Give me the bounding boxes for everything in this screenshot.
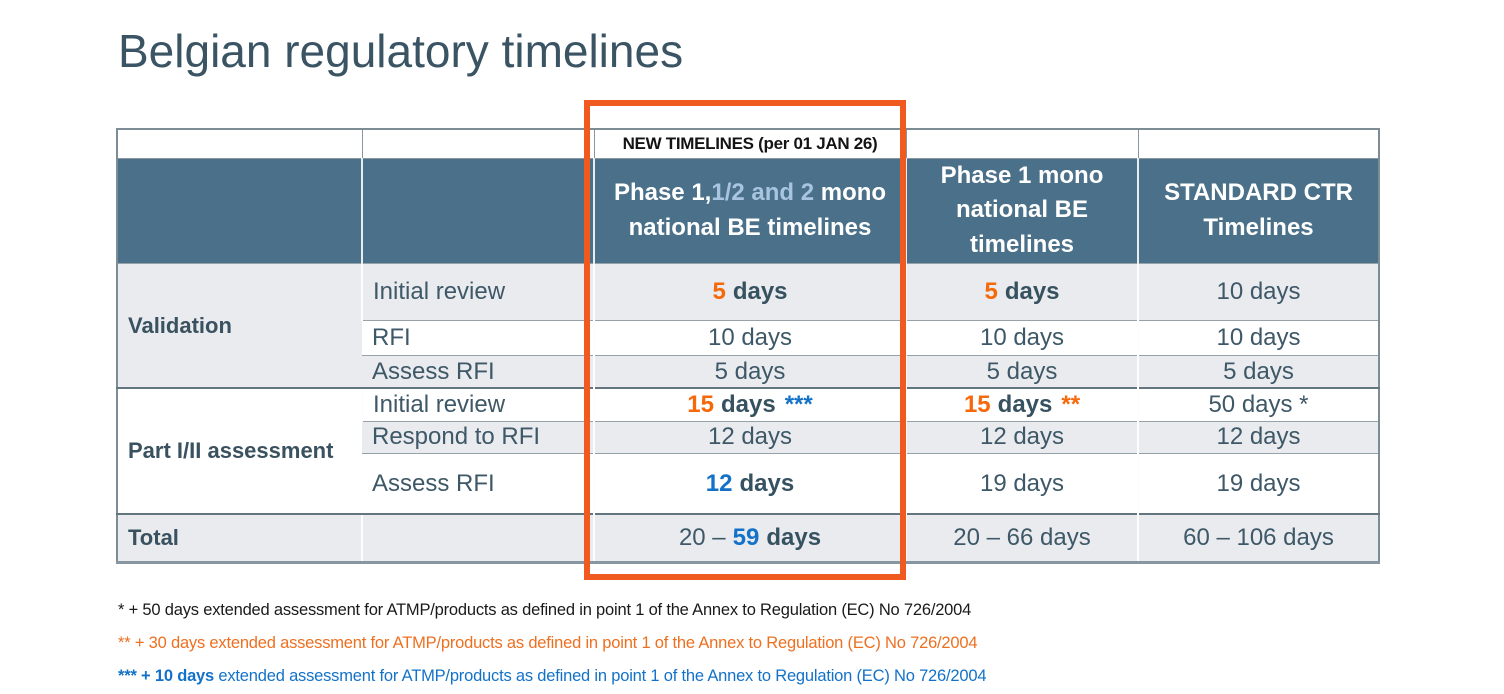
page-title: Belgian regulatory timelines — [118, 25, 684, 77]
value-cell-new1: 5 days — [905, 262, 1138, 321]
header-phase112: Phase 1,1/2 and 2 mono national BE timel… — [593, 157, 906, 264]
row-label: Respond to RFI — [362, 420, 594, 454]
value-cell-new1: 12 days — [905, 420, 1138, 454]
row-label: Assess RFI — [362, 354, 594, 389]
header-standard-ctr: STANDARD CTR Timelines — [1137, 157, 1379, 264]
table-row-total: Total 20 –59 days 20 – 66 days 60 – 106 d… — [117, 513, 1379, 563]
value-number: 15 — [687, 391, 714, 419]
value-number: 59 — [732, 524, 760, 552]
value-number: 5 — [984, 277, 998, 305]
value-cell-standard: 10 days — [1137, 319, 1379, 356]
value-number: 15 — [963, 391, 991, 419]
value-cell-new112: 15 days *** — [593, 387, 906, 422]
footnote-marker: ** — [1061, 391, 1081, 419]
header-empty-cell — [117, 157, 362, 264]
value-unit: days — [739, 469, 795, 497]
footnote-text: extended assessment for ATMP/products as… — [205, 634, 978, 652]
value-unit: days — [997, 391, 1053, 419]
row-label: RFI — [362, 319, 594, 356]
value-cell-new1: 15 days ** — [905, 387, 1138, 422]
value-cell-standard: 19 days — [1137, 452, 1379, 515]
header-empty-cell — [361, 157, 594, 264]
value-range-start: 20 – — [678, 524, 726, 552]
footnote-1: * + 50 days extended assessment for ATMP… — [118, 601, 986, 620]
value-unit: days — [720, 391, 776, 419]
header-phase112-rest: mono national BE timelines — [628, 178, 887, 241]
banner-empty-cell — [361, 128, 595, 159]
banner-empty-cell — [1137, 128, 1380, 159]
table-row-validation-rfi: RFI 10 days 10 days 10 days — [117, 319, 1379, 356]
total-label: Total — [117, 513, 362, 563]
value-unit: days — [1004, 277, 1060, 305]
footnote-3: *** + 10 days extended assessment for AT… — [118, 667, 987, 686]
value-number: 12 — [705, 469, 733, 497]
value-number: 5 — [712, 277, 726, 305]
value-cell-new1: 19 days — [905, 452, 1138, 515]
group-label-validation: Validation — [117, 262, 362, 389]
value-cell-standard: 10 days — [1137, 262, 1379, 321]
header-phase112-main: Phase 1, — [613, 178, 712, 206]
footnote-marker: ** + 30 days — [118, 634, 206, 652]
value-cell-new112: 5 days — [593, 354, 906, 389]
value-cell-new1: 5 days — [905, 354, 1138, 389]
value-cell-standard: 12 days — [1137, 420, 1379, 454]
total-cell-standard: 60 – 106 days — [1137, 513, 1379, 563]
value-cell-new112: 12 days — [593, 452, 906, 515]
value-cell-new112: 10 days — [593, 319, 906, 356]
new-timelines-banner: NEW TIMELINES (per 01 JAN 26) — [593, 128, 907, 159]
footnote-marker: *** — [784, 391, 813, 419]
table-row-validation-assess: Assess RFI 5 days 5 days 5 days — [117, 354, 1379, 389]
total-cell-new1: 20 – 66 days — [905, 513, 1138, 563]
table-row-part12-initial: Part I/II assessment Initial review 15 da… — [117, 387, 1379, 515]
timelines-table: NEW TIMELINES (per 01 JAN 26) Phase 1,1/… — [116, 128, 1380, 564]
value-unit: days — [732, 277, 788, 305]
total-cell-new112: 20 –59 days — [593, 513, 906, 563]
group-label-part12: Part I/II assessment — [117, 387, 362, 515]
table-row-part12-assess: Assess RFI 12 days 19 days 19 days — [117, 452, 1379, 515]
value-unit: days — [766, 524, 822, 552]
footnote-marker: *** + 10 days — [118, 667, 215, 685]
value-cell-new112: 12 days — [593, 420, 906, 454]
banner-empty-cell — [905, 128, 1139, 159]
banner-empty-cell — [116, 128, 363, 159]
footnote-text: extended assessment for ATMP/products as… — [198, 601, 972, 619]
footnote-2: ** + 30 days extended assessment for ATM… — [118, 634, 986, 653]
total-empty-cell — [361, 513, 594, 563]
row-label: Initial review — [361, 262, 594, 321]
value-cell-standard: 50 days * — [1137, 387, 1379, 422]
value-cell-new1: 10 days — [905, 319, 1138, 356]
header-row: Phase 1,1/2 and 2 mono national BE timel… — [117, 157, 1379, 264]
table-row-validation-initial: Validation Initial review 5 days 5 days 10… — [117, 262, 1379, 389]
value-cell-new112: 5 days — [593, 262, 906, 321]
header-phase1: Phase 1 mono national BE timelines — [905, 157, 1138, 264]
footnote-text: extended assessment for ATMP/products as… — [214, 667, 987, 685]
footnote-marker: * + 50 days — [118, 601, 199, 619]
banner-row: NEW TIMELINES (per 01 JAN 26) — [116, 128, 1380, 159]
value-cell-standard: 5 days — [1137, 354, 1379, 389]
header-phase112-light: 1/2 and 2 — [711, 178, 815, 206]
footnotes: * + 50 days extended assessment for ATMP… — [118, 601, 987, 686]
row-label: Assess RFI — [362, 452, 594, 515]
table-row-part12-respond: Respond to RFI 12 days 12 days 12 days — [117, 420, 1379, 454]
row-label: Initial review — [361, 387, 594, 422]
